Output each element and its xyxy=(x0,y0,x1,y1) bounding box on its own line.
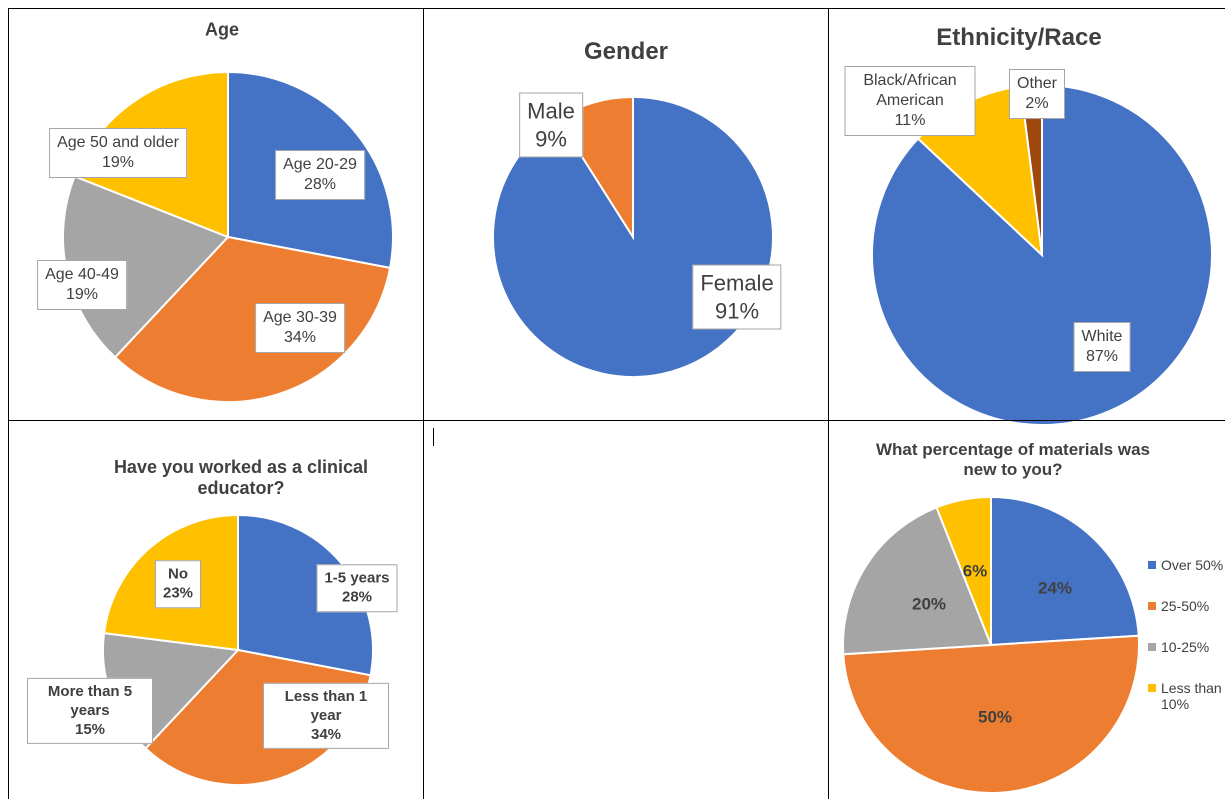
pie-slice xyxy=(237,513,374,677)
pie-slice xyxy=(113,235,392,403)
label-value: 6% xyxy=(962,561,988,581)
label-value: 19% xyxy=(65,286,99,303)
label-category: White xyxy=(1081,328,1123,345)
label-value: 87% xyxy=(1085,348,1119,365)
pie-slice xyxy=(842,634,1140,794)
legend-item: 25-50% xyxy=(1148,598,1225,614)
legend-item: Less than 10% xyxy=(1148,680,1225,712)
legend-text: 25-50% xyxy=(1161,598,1210,614)
label-value: 28% xyxy=(303,176,337,193)
data-label: Age 20-29 28% xyxy=(275,150,365,200)
pie-slice xyxy=(842,506,993,656)
data-label: 6% xyxy=(963,560,988,581)
data-label: Age 40-49 19% xyxy=(37,260,127,310)
legend-swatch xyxy=(1148,561,1156,569)
label-category: Age 20-29 xyxy=(283,156,357,173)
grid-border xyxy=(423,8,424,799)
data-label: 20% xyxy=(912,593,946,614)
data-label: No 23% xyxy=(154,560,202,608)
legend-text: 10-25% xyxy=(1161,639,1210,655)
grid-border xyxy=(8,8,1225,9)
data-label: 24% xyxy=(1038,577,1072,598)
label-category: Other xyxy=(1016,75,1058,92)
data-label: Black/African American 11% xyxy=(844,66,976,136)
label-value: 19% xyxy=(101,154,135,171)
label-category: Black/African American xyxy=(863,72,957,109)
legend-text: Over 50% xyxy=(1161,557,1224,573)
legend-swatch xyxy=(1148,684,1156,692)
label-category: Male xyxy=(527,98,575,124)
chart-title: Age xyxy=(204,19,239,40)
label-value: 2% xyxy=(1025,95,1049,112)
legend-item: Over 50% xyxy=(1148,557,1225,573)
chart-title: Ethnicity/Race xyxy=(936,24,1102,51)
label-value: 20% xyxy=(911,594,947,614)
chart-title: Have you worked as a clinical educator? xyxy=(113,457,369,498)
chart-title: What percentage of materials was new to … xyxy=(876,440,1150,479)
label-category: Less than 1 year xyxy=(284,687,368,724)
label-category: 1-5 years xyxy=(324,569,390,587)
pie-slice xyxy=(935,495,992,646)
label-value: 24% xyxy=(1037,578,1073,598)
label-value: 34% xyxy=(283,329,317,346)
label-category: Age 50 and older xyxy=(57,134,179,151)
grid-border xyxy=(8,420,1225,421)
data-label: More than 5 years 15% xyxy=(27,677,153,745)
label-value: 28% xyxy=(341,588,373,605)
data-label: White 87% xyxy=(1073,322,1131,372)
label-value: 9% xyxy=(535,126,567,151)
legend-swatch xyxy=(1148,602,1156,610)
label-value: 50% xyxy=(977,707,1013,727)
grid-border xyxy=(828,8,829,799)
data-label: Other 2% xyxy=(1008,69,1066,119)
data-label: 1-5 years 28% xyxy=(316,564,398,612)
label-value: 91% xyxy=(714,298,760,323)
label-category: No xyxy=(168,565,188,583)
pie-slice xyxy=(990,495,1140,647)
label-value: 11% xyxy=(894,112,926,129)
grid-border xyxy=(8,8,9,799)
label-category: Female xyxy=(700,270,774,296)
data-label: Age 50 and older 19% xyxy=(49,128,187,178)
legend-item: 10-25% xyxy=(1148,639,1225,655)
cursor xyxy=(433,428,434,446)
label-category: Age 40-49 xyxy=(45,266,119,283)
chart-title: Gender xyxy=(583,38,669,65)
label-value: 34% xyxy=(310,725,342,743)
data-label: Less than 1 year 34% xyxy=(263,682,389,750)
legend-swatch xyxy=(1148,643,1156,651)
label-category: More than 5 years xyxy=(47,682,133,719)
label-category: Age 30-39 xyxy=(263,309,337,326)
data-label: Male 9% xyxy=(519,92,583,158)
legend-text: Less than 10% xyxy=(1161,680,1222,712)
data-label: 50% xyxy=(978,706,1012,727)
data-label: Age 30-39 34% xyxy=(255,303,345,353)
label-value: 23% xyxy=(162,584,194,601)
data-label: Female 91% xyxy=(692,264,782,330)
label-value: 15% xyxy=(74,720,106,738)
